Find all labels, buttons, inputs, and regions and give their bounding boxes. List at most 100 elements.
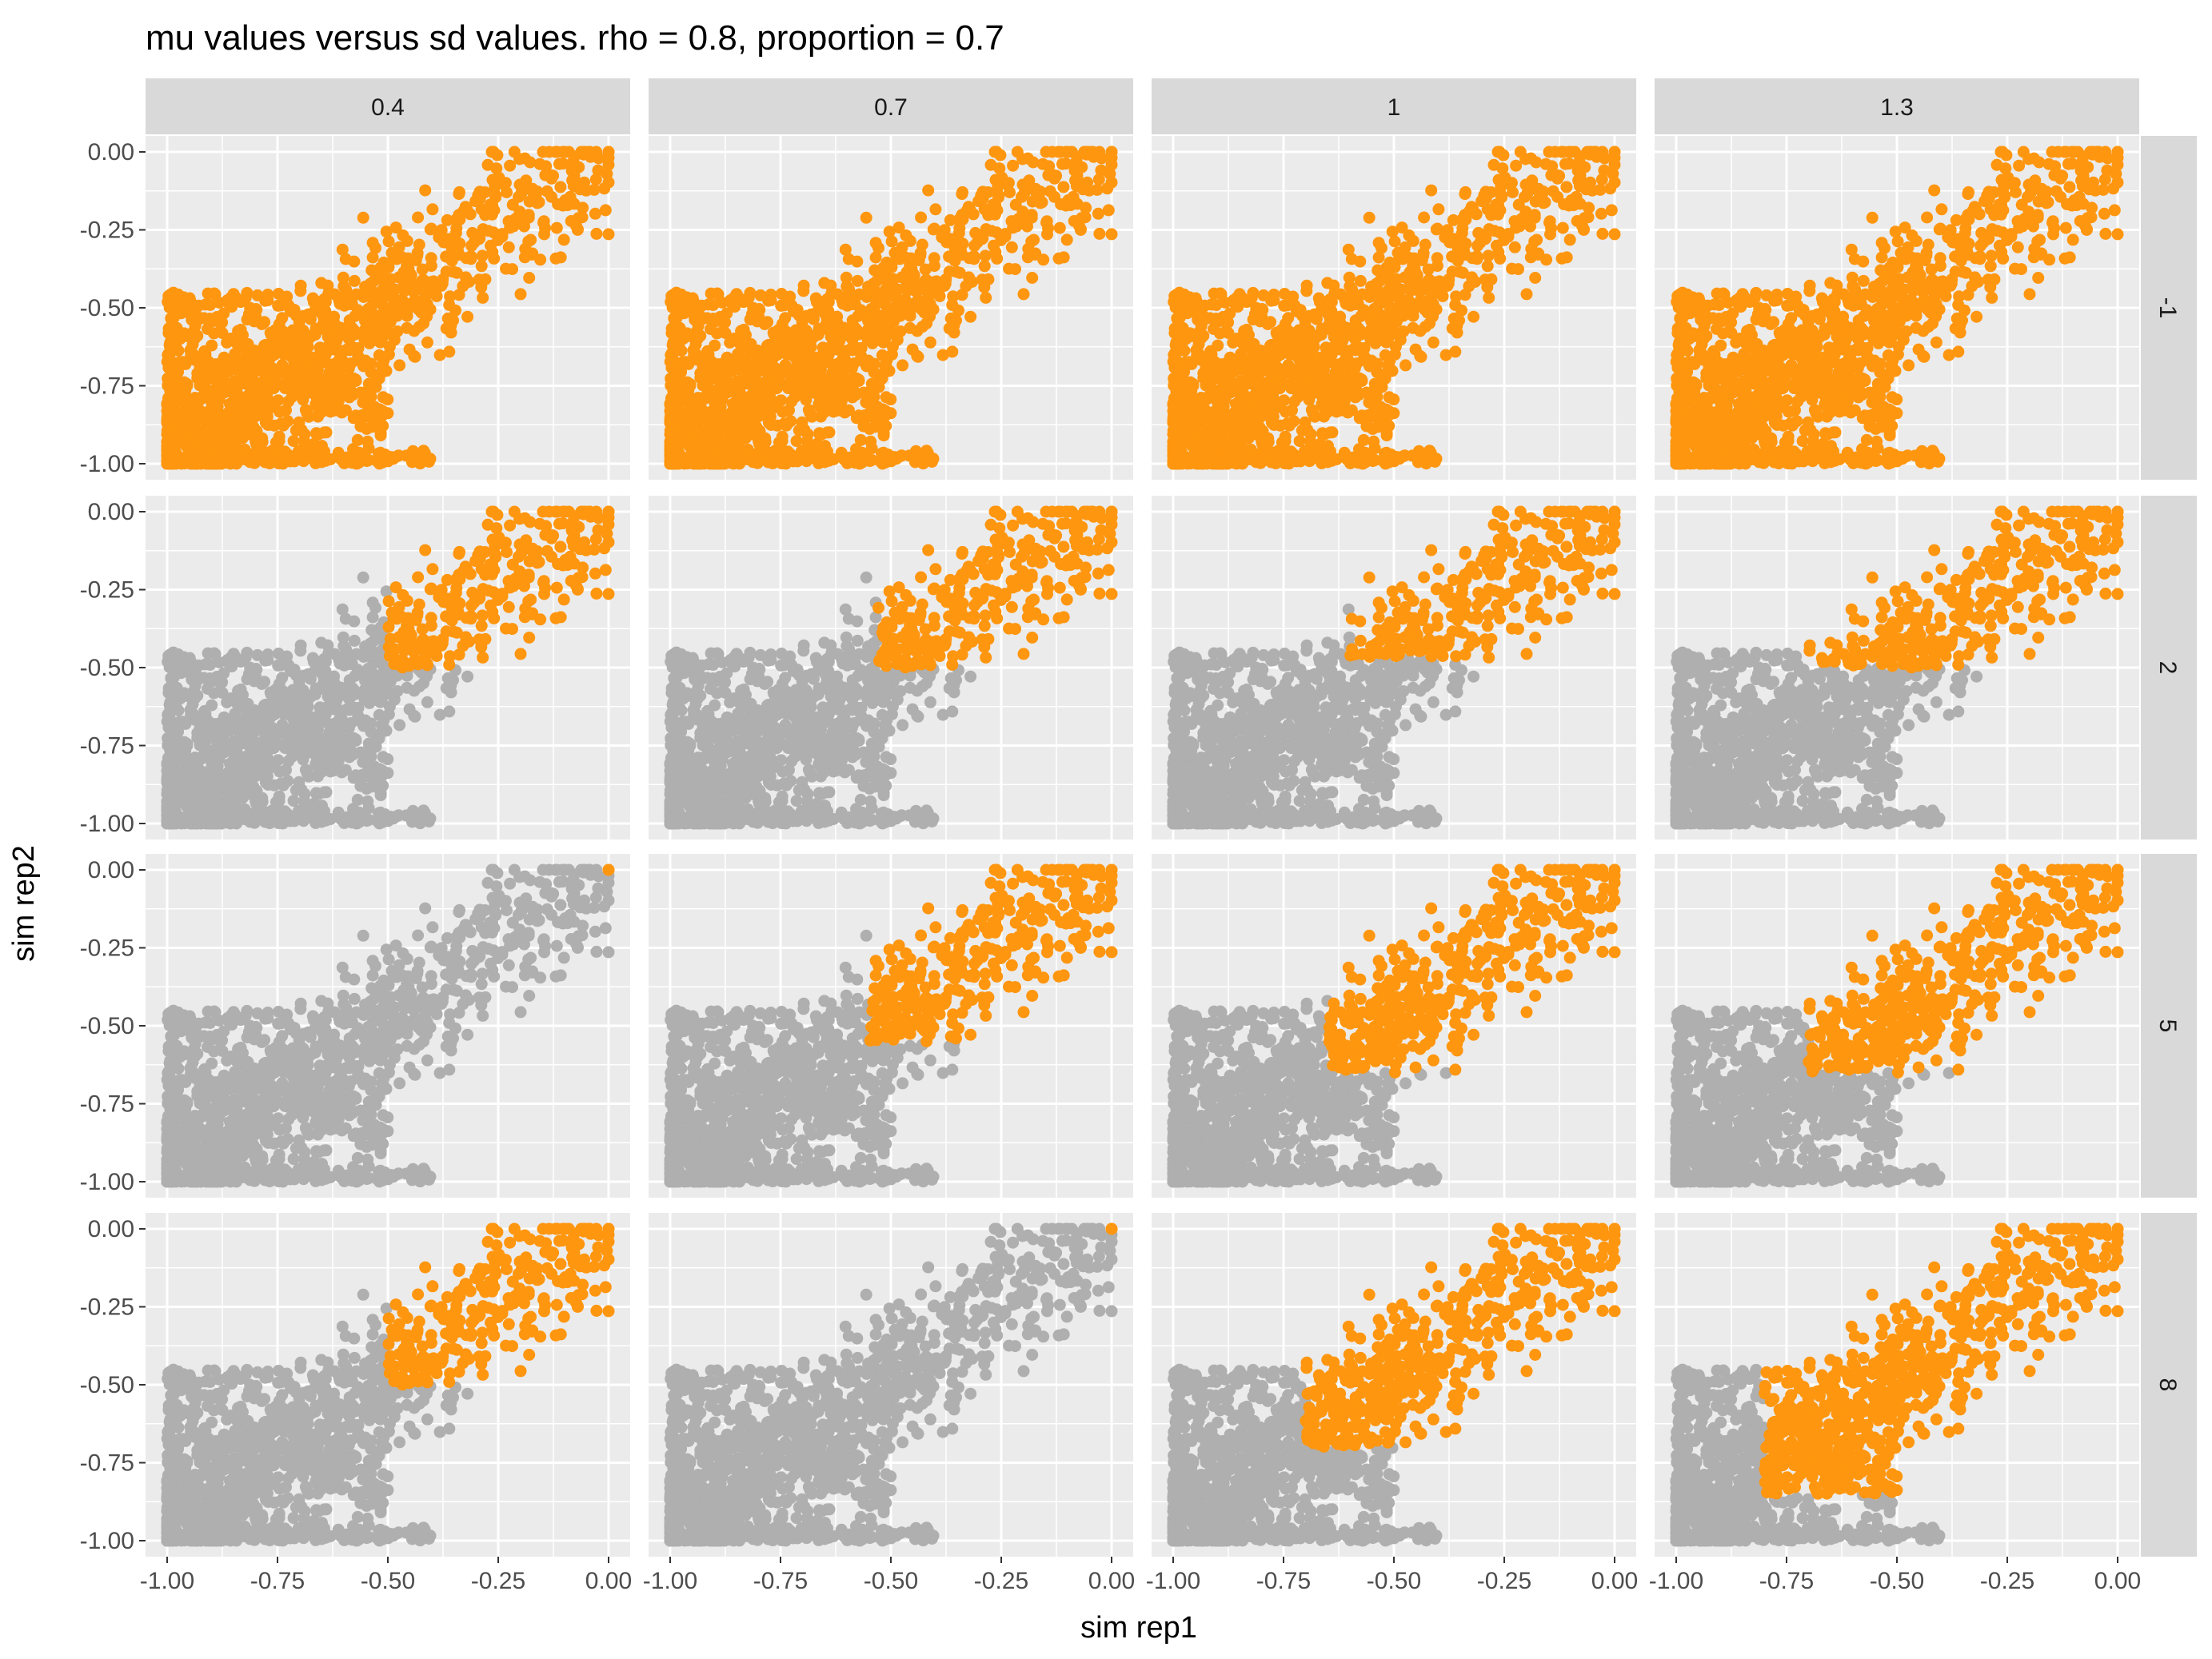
highlighted-point <box>1423 307 1436 320</box>
highlighted-point <box>980 291 992 304</box>
highlighted-point <box>667 450 680 463</box>
highlighted-point <box>880 391 892 404</box>
highlighted-point <box>1303 309 1316 322</box>
highlighted-point <box>746 353 759 365</box>
highlighted-point <box>1282 359 1295 371</box>
highlighted-point <box>1057 181 1070 193</box>
highlighted-point <box>225 333 238 345</box>
highlighted-point <box>946 298 959 311</box>
highlighted-point <box>810 296 823 309</box>
highlighted-point <box>328 317 341 329</box>
highlighted-point <box>1359 446 1372 459</box>
highlighted-point <box>589 173 602 185</box>
highlighted-point <box>1197 367 1210 380</box>
highlighted-point <box>761 316 774 329</box>
highlighted-point <box>1355 309 1368 322</box>
highlighted-point <box>886 290 899 303</box>
highlighted-point <box>870 416 883 429</box>
highlighted-point <box>1544 228 1556 241</box>
highlighted-point <box>1299 322 1312 335</box>
highlighted-point <box>189 332 202 345</box>
highlighted-point <box>848 457 861 469</box>
highlighted-point <box>1467 310 1480 323</box>
highlighted-point <box>1048 172 1061 185</box>
highlighted-point <box>967 208 980 221</box>
highlighted-point <box>1167 405 1180 417</box>
highlighted-point <box>219 438 232 451</box>
highlighted-point <box>278 329 291 342</box>
highlighted-point <box>1459 188 1471 201</box>
highlighted-point <box>699 353 712 366</box>
highlighted-point <box>956 188 968 201</box>
highlighted-point <box>1431 260 1443 273</box>
highlighted-point <box>1072 174 1084 187</box>
highlighted-point <box>443 298 456 311</box>
highlighted-point <box>362 302 375 315</box>
highlighted-point <box>518 251 531 264</box>
highlighted-point <box>865 302 878 315</box>
highlighted-point <box>1271 361 1284 374</box>
highlighted-point <box>374 367 387 380</box>
highlighted-point <box>1519 178 1532 191</box>
highlighted-point <box>780 419 793 432</box>
highlighted-point <box>779 359 792 371</box>
highlighted-point <box>924 336 936 349</box>
highlighted-point <box>403 343 416 356</box>
highlighted-point <box>315 406 328 419</box>
highlighted-point <box>1243 373 1256 385</box>
highlighted-point <box>330 335 343 347</box>
highlighted-point <box>1608 228 1621 241</box>
highlighted-point <box>1102 204 1115 217</box>
highlighted-point <box>1558 198 1571 210</box>
highlighted-point <box>725 297 737 309</box>
highlighted-point <box>915 211 928 224</box>
highlighted-point <box>1380 367 1393 380</box>
highlighted-point <box>1017 288 1030 301</box>
highlighted-point <box>248 454 261 467</box>
highlighted-point <box>851 274 864 287</box>
highlighted-point <box>1321 406 1334 419</box>
highlighted-point <box>234 296 247 309</box>
highlighted-point <box>190 309 203 321</box>
highlighted-point <box>781 329 794 342</box>
highlighted-point <box>837 349 850 361</box>
highlighted-point <box>1520 288 1533 301</box>
highlighted-point <box>1248 337 1260 350</box>
highlighted-point <box>1392 303 1405 316</box>
highlighted-point <box>272 394 285 407</box>
highlighted-point <box>877 336 890 349</box>
highlighted-point <box>475 260 488 273</box>
highlighted-point <box>1216 398 1229 411</box>
highlighted-point <box>813 448 826 461</box>
highlighted-point <box>1236 407 1249 420</box>
highlighted-point <box>740 373 753 385</box>
highlighted-point <box>504 159 517 172</box>
highlighted-point <box>1594 183 1607 196</box>
highlighted-point <box>264 326 277 339</box>
highlighted-point <box>367 416 380 429</box>
highlighted-point <box>1304 455 1316 468</box>
highlighted-point <box>398 285 411 297</box>
highlighted-point <box>920 307 933 320</box>
highlighted-point <box>201 421 214 434</box>
highlighted-point <box>1091 183 1104 196</box>
highlighted-point <box>1427 336 1439 349</box>
highlighted-point <box>294 285 307 297</box>
highlighted-point <box>753 303 765 315</box>
highlighted-point <box>353 446 365 459</box>
highlighted-point <box>1436 290 1449 302</box>
highlighted-point <box>757 433 769 445</box>
highlighted-point <box>787 455 800 468</box>
highlighted-point <box>522 209 535 221</box>
highlighted-point <box>377 272 389 285</box>
highlighted-point <box>1195 332 1208 345</box>
highlighted-point <box>978 260 991 273</box>
highlighted-point <box>741 424 754 437</box>
highlighted-point <box>713 398 726 411</box>
highlighted-point <box>251 364 264 377</box>
highlighted-point <box>906 343 919 356</box>
highlighted-point <box>1216 363 1229 376</box>
highlighted-point <box>929 203 942 216</box>
highlighted-point <box>1011 146 1024 158</box>
highlighted-point <box>840 381 852 394</box>
